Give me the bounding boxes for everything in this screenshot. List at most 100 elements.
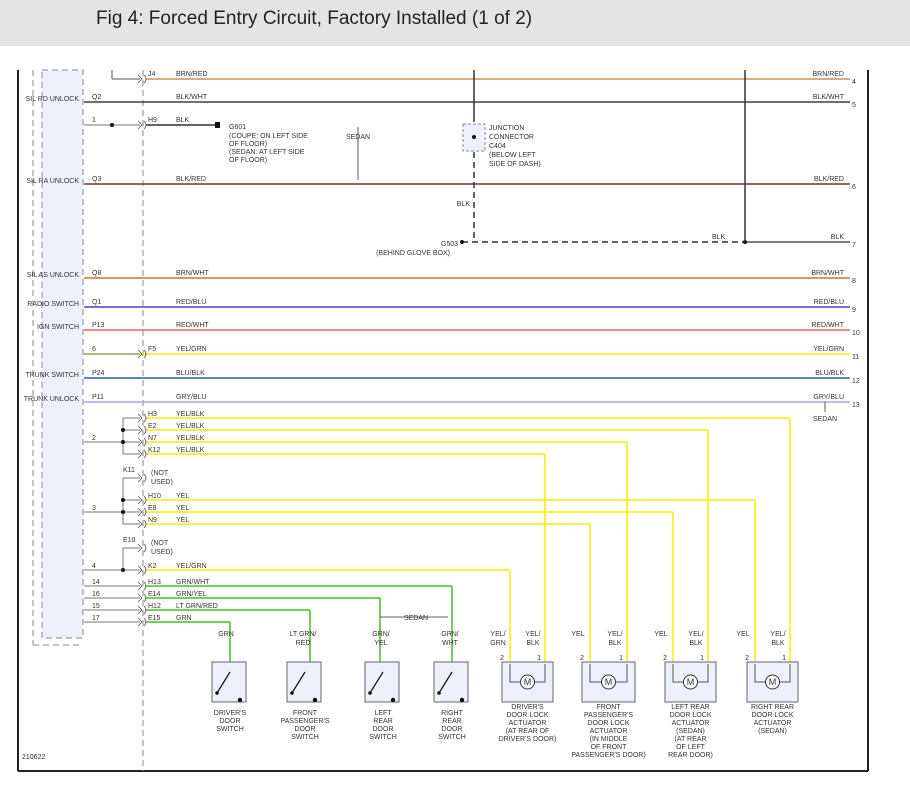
module-function-label: SIL RD UNLOCK xyxy=(26,96,80,103)
wire-color-label-right: YEL/GRN xyxy=(813,346,844,353)
wire-color-label-right: RED/WHT xyxy=(811,322,844,329)
module-pin-label: 1 xyxy=(92,117,96,124)
wire-color-label-right: BLU/BLK xyxy=(815,370,844,377)
pin-number: 1 xyxy=(619,655,623,662)
switch-box xyxy=(286,661,322,703)
wire-color-label: YEL/GRN xyxy=(176,563,207,570)
figure-id: 210622 xyxy=(22,754,45,761)
module-pin-label: 6 xyxy=(92,346,96,353)
connector-pin-label: H13 xyxy=(148,579,161,586)
connector-pin-icon xyxy=(137,120,147,130)
ground-icon xyxy=(459,697,465,703)
g503-label: G503 xyxy=(441,241,458,248)
switch-dot xyxy=(290,691,294,695)
pin-number: 2 xyxy=(580,655,584,662)
module-function-label: TRUNK SWITCH xyxy=(25,372,79,379)
pin-number: 1 xyxy=(700,655,704,662)
actuator-name: ACTUATOR xyxy=(672,720,710,727)
wire-color-label-right: BLK/RED xyxy=(814,176,844,183)
actuator-name: (AT REAR OF xyxy=(506,728,550,735)
switch-dot xyxy=(368,691,372,695)
connector-pin-label: J4 xyxy=(148,71,156,78)
wire-color-label-right: RED/BLU xyxy=(814,299,844,306)
connector-pin-label: E15 xyxy=(148,615,161,622)
module-function-label: IGN SWITCH xyxy=(37,324,79,331)
title-bar: Fig 4: Forced Entry Circuit, Factory Ins… xyxy=(0,0,910,46)
actuator-name: DOOR LOCK xyxy=(751,712,793,719)
wire-color-label: GRN/YEL xyxy=(176,591,207,598)
actuator-name: FRONT xyxy=(596,704,621,711)
junction-label: CONNECTOR xyxy=(489,134,534,141)
connector-pin-label: E14 xyxy=(148,591,161,598)
motor-icon xyxy=(683,674,698,690)
circuit-number: 13 xyxy=(852,402,860,409)
module-function-label: TRUNK UNLOCK xyxy=(24,396,80,403)
wire-color-label-right: BLK/WHT xyxy=(813,94,845,101)
connector-pin-icon xyxy=(137,593,147,603)
connector-pin-icon xyxy=(137,617,147,627)
actuator-name: DOOR LOCK xyxy=(587,720,629,727)
switch-name: SWITCH xyxy=(216,726,244,733)
ground-g503-icon xyxy=(460,240,464,244)
actuator-name: (AT REAR xyxy=(674,736,706,743)
wire-color-label-right: BLK xyxy=(831,234,845,241)
connector-pin-label: H3 xyxy=(148,411,157,418)
figure-title: Fig 4: Forced Entry Circuit, Factory Ins… xyxy=(96,8,533,29)
wire-color-label: BLK xyxy=(771,640,785,647)
sedan-label: SEDAN xyxy=(346,134,370,141)
connector-pin-icon xyxy=(137,605,147,615)
junction-label: JUNCTION xyxy=(489,125,524,132)
wire-color-label: YEL/ xyxy=(490,631,505,638)
connector-pin-icon xyxy=(137,449,147,459)
door-switch xyxy=(364,661,400,703)
sedan-label: SEDAN xyxy=(404,615,428,622)
wire-color-label: YEL/BLK xyxy=(176,435,205,442)
sedan-label: SEDAN xyxy=(813,416,837,423)
connector-pin-label: E2 xyxy=(148,423,157,430)
wire-color-label: YEL xyxy=(374,640,387,647)
actuator-name: DOOR LOCK xyxy=(506,712,548,719)
wire-color-label: YEL xyxy=(736,631,749,638)
pin-number: 2 xyxy=(500,655,504,662)
switch-contact-icon xyxy=(438,671,453,694)
wire-color-label: RED/BLU xyxy=(176,299,206,306)
connector-pin-icon xyxy=(137,413,147,423)
actuator-name: RIGHT REAR xyxy=(751,704,794,711)
ground-icon xyxy=(312,697,318,703)
g503-note: (BEHIND GLOVE BOX) xyxy=(376,250,450,257)
splice-dot xyxy=(121,498,125,502)
switch-name: FRONT xyxy=(293,710,318,717)
wire-color-label: RED/WHT xyxy=(176,322,209,329)
circuit-number: 11 xyxy=(852,354,859,361)
connector-pin-label: K11 xyxy=(123,467,135,474)
pin-number: 2 xyxy=(663,655,667,662)
switch-name: SWITCH xyxy=(438,734,466,741)
module-body xyxy=(41,69,84,639)
circuit-number: 7 xyxy=(852,242,856,249)
door-switch xyxy=(286,661,322,703)
actuator-name: OF FRONT xyxy=(591,744,627,751)
wire-color-label: YEL/BLK xyxy=(176,411,205,418)
door-switch xyxy=(211,661,247,703)
connector-pin-label: E10 xyxy=(123,537,136,544)
circuit-number: 9 xyxy=(852,307,856,314)
actuator-name: REAR DOOR) xyxy=(668,752,713,759)
motor-symbol: M xyxy=(524,677,532,687)
actuator-name: DRIVER'S DOOR) xyxy=(499,736,557,743)
door-switch xyxy=(433,661,469,703)
connector-pin-label: E8 xyxy=(148,505,157,512)
module-function-label: SIL RA UNLOCK xyxy=(26,178,79,185)
module-pin-label: 3 xyxy=(92,505,96,512)
wire-label: BLK xyxy=(712,234,726,241)
switch-name: DOOR xyxy=(373,726,394,733)
actuator-name: (IN MIDDLE xyxy=(590,736,628,743)
switch-name: REAR xyxy=(373,718,392,725)
wire-color-label: BLK xyxy=(176,117,190,124)
motor-symbol: M xyxy=(769,677,777,687)
connector-pin-icon xyxy=(137,519,147,529)
connector-pin-icon xyxy=(137,425,147,435)
module-pin-label: 16 xyxy=(92,591,100,598)
wire-color-label-right: BRN/WHT xyxy=(811,270,844,277)
switch-name: RIGHT xyxy=(441,710,464,717)
switch-name: LEFT xyxy=(374,710,392,717)
